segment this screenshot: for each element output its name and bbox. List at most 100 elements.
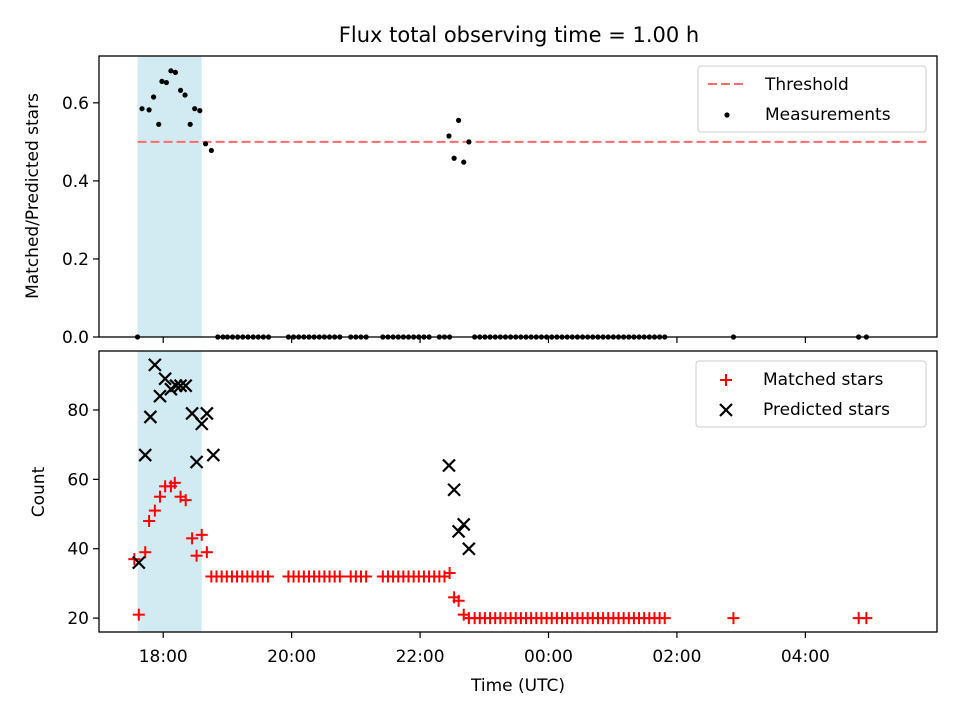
bottom-x-ticks: 18:00 20:00 22:00 00:00 02:00 04:00 [139, 632, 830, 667]
predicted-star-point [442, 458, 456, 473]
matched-star-point [148, 504, 161, 517]
matched-star-point [658, 612, 671, 625]
matched-star-point [179, 494, 192, 507]
measurement-point [177, 87, 184, 93]
measurement-point [172, 69, 179, 75]
matched-star-point [261, 570, 274, 583]
measurement-point [208, 147, 214, 154]
top-legend: Threshold Measurements [697, 65, 927, 133]
y-tick-label: 0.0 [62, 328, 89, 348]
matched-star-point [139, 546, 152, 559]
predicted-star-point [148, 358, 162, 372]
measurement-points [134, 68, 869, 340]
predicted-star-point [173, 378, 188, 393]
bottom-legend: Matched stars Predicted stars [695, 360, 927, 428]
measurement-point [446, 133, 452, 139]
legend-matched-swatch [720, 374, 732, 386]
matched-star-point [186, 532, 199, 545]
y-tick-label: 0.4 [62, 172, 89, 192]
x-axis-label: Time (UTC) [470, 676, 565, 696]
top-y-ticks: 0.0 0.2 0.4 0.6 [62, 94, 99, 348]
x-tick-label: 20:00 [267, 647, 316, 667]
legend-box [695, 360, 927, 428]
measurement-point [146, 107, 152, 113]
chart-title: Flux total observing time = 1.00 h [339, 23, 699, 47]
measurement-point [159, 78, 165, 84]
legend-threshold-label: Threshold [764, 75, 849, 95]
matched-star-point [200, 546, 213, 559]
predicted-star-point [138, 448, 153, 462]
top-axes-frame [98, 55, 938, 338]
measurement-point [182, 92, 188, 98]
predicted-star-point [200, 406, 214, 421]
legend-predicted-label: Predicted stars [763, 400, 890, 420]
predicted-star-point [143, 410, 158, 424]
count-points [128, 358, 873, 625]
measurement-point [197, 108, 203, 114]
predicted-star-point [178, 378, 193, 393]
bottom-y-axis-label: Count [29, 466, 49, 517]
measurement-point [168, 68, 174, 74]
x-tick-label: 04:00 [781, 647, 830, 667]
measurement-point [456, 117, 462, 123]
measurement-point [150, 94, 157, 100]
highlight-span [137, 351, 202, 632]
matched-star-point [452, 594, 465, 607]
predicted-star-point [456, 517, 471, 532]
legend-measurements-label: Measurements [765, 105, 891, 125]
measurement-point [451, 155, 457, 161]
matched-star-point [190, 549, 203, 562]
bottom-y-ticks: 20 40 60 80 [67, 401, 99, 629]
measurement-point [466, 139, 472, 145]
x-tick-label: 02:00 [652, 647, 701, 667]
predicted-star-point [462, 541, 476, 556]
y-tick-label: 80 [67, 401, 89, 421]
predicted-star-point [194, 417, 209, 431]
legend-matched-label: Matched stars [763, 370, 883, 390]
matched-star-point [168, 476, 181, 489]
y-tick-label: 20 [67, 609, 89, 629]
measurement-point [187, 121, 193, 127]
y-tick-label: 60 [67, 470, 89, 490]
measurement-point [163, 79, 170, 86]
matched-star-point [360, 570, 373, 583]
matched-star-point [860, 612, 873, 625]
legend-plus-marker [720, 374, 732, 386]
matched-star-point [154, 490, 167, 503]
predicted-star-point [189, 455, 204, 469]
measurement-point [202, 141, 209, 147]
x-tick-label: 22:00 [396, 647, 445, 667]
x-tick-label: 00:00 [524, 647, 573, 667]
predicted-star-point [451, 524, 466, 539]
matched-star-point [195, 528, 208, 541]
matched-star-point [727, 612, 740, 625]
bottom-axes-frame [98, 350, 938, 633]
legend-measurements-swatch [724, 112, 730, 118]
predicted-star-point [169, 378, 183, 393]
predicted-star-point [185, 406, 199, 421]
matched-star-point [143, 514, 156, 527]
predicted-star-point [153, 389, 167, 403]
measurement-point [139, 106, 145, 112]
matched-star-point [333, 570, 346, 583]
predicted-star-point [447, 482, 461, 497]
y-tick-label: 0.6 [62, 94, 89, 114]
top-panel: 0.0 0.2 0.4 0.6 Matched/Predicted stars Thr… [23, 55, 938, 348]
predicted-star-point [158, 371, 172, 386]
predicted-star-point [206, 448, 221, 462]
measurement-point [192, 106, 198, 112]
highlight-span [137, 56, 202, 337]
measurement-point [156, 121, 162, 127]
top-x-ticks [162, 337, 806, 343]
x-tick-label: 18:00 [139, 647, 188, 667]
top-y-axis-label: Matched/Predicted stars [23, 93, 43, 299]
measurement-point [461, 159, 467, 165]
matched-star-point [132, 608, 145, 621]
matched-star-point [443, 567, 456, 580]
legend-x-marker [719, 403, 733, 417]
y-tick-label: 0.2 [62, 250, 89, 270]
legend-predicted-swatch [719, 403, 733, 417]
predicted-star-point [132, 555, 146, 570]
